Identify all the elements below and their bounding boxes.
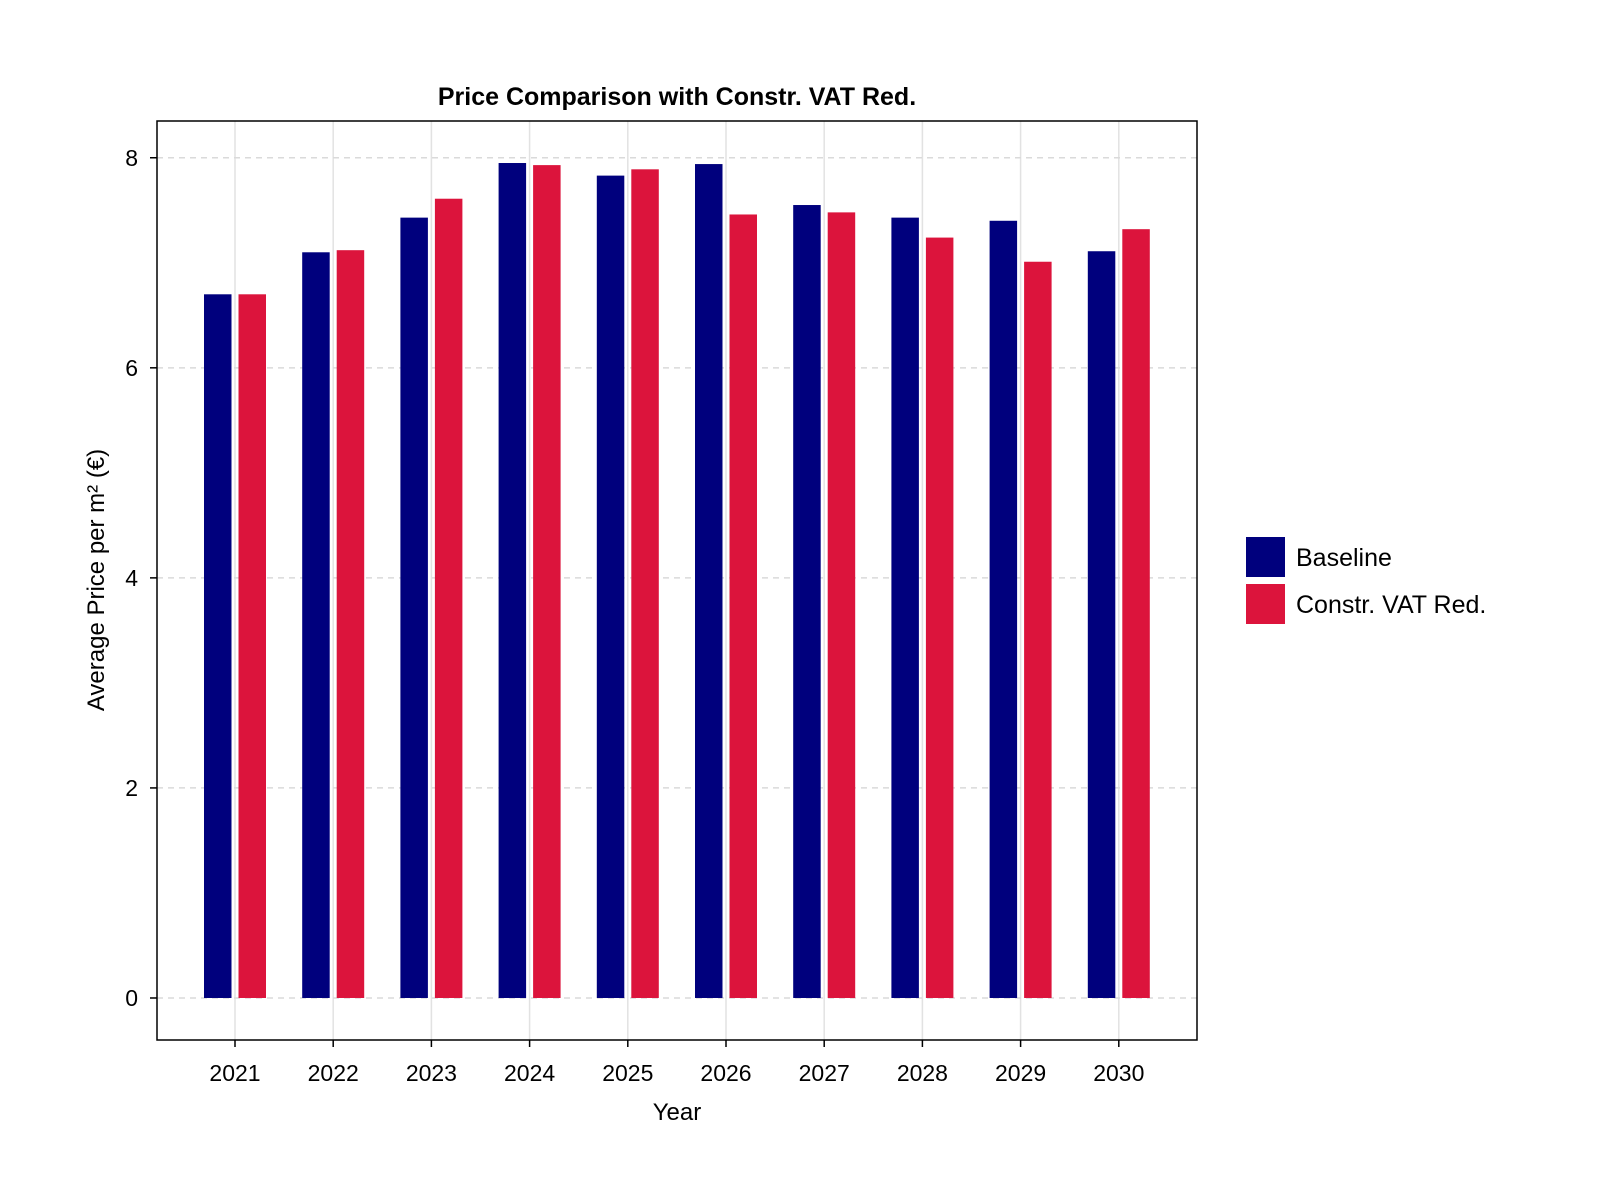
bar-constr-vat-red-2029 bbox=[1024, 261, 1052, 998]
bar-constr-vat-red-2023 bbox=[434, 198, 463, 998]
y-tick-label: 4 bbox=[125, 565, 138, 591]
axis-ticks: 2021 2022 2023 2024 2025 2026 2027 2028 2029 2030… bbox=[125, 145, 1144, 1086]
y-tick-label: 6 bbox=[125, 355, 138, 381]
bar-baseline-2024 bbox=[498, 163, 527, 998]
plot-frame bbox=[156, 120, 1198, 1041]
y-tick-label: 8 bbox=[125, 145, 138, 171]
x-tick-label: 2027 bbox=[799, 1060, 850, 1086]
legend-label: Baseline bbox=[1296, 544, 1392, 572]
x-tick-label: 2024 bbox=[504, 1060, 555, 1086]
bar-constr-vat-red-2028 bbox=[925, 237, 954, 998]
bar-baseline-2025 bbox=[596, 175, 625, 998]
bar-baseline-2030 bbox=[1087, 251, 1116, 998]
bar-baseline-2021 bbox=[204, 294, 232, 998]
bar-baseline-2026 bbox=[695, 164, 723, 998]
bar-constr-vat-red-2022 bbox=[336, 250, 365, 998]
bar-baseline-2028 bbox=[891, 217, 919, 998]
bars bbox=[204, 163, 1150, 998]
bar-constr-vat-red-2027 bbox=[827, 212, 856, 998]
x-tick-label: 2030 bbox=[1093, 1060, 1144, 1086]
bar-constr-vat-red-2026 bbox=[729, 214, 757, 998]
bar-baseline-2022 bbox=[302, 252, 330, 998]
bar-baseline-2027 bbox=[793, 205, 821, 998]
bar-baseline-2029 bbox=[989, 220, 1018, 998]
x-axis-label: Year bbox=[653, 1099, 702, 1126]
y-axis-label: Average Price per m² (€) bbox=[83, 449, 110, 711]
bar-constr-vat-red-2030 bbox=[1122, 229, 1150, 998]
x-tick-label: 2025 bbox=[602, 1060, 653, 1086]
legend-swatch bbox=[1246, 537, 1285, 577]
x-tick-label: 2023 bbox=[406, 1060, 457, 1086]
grid-lines bbox=[157, 121, 1197, 1040]
y-tick-label: 2 bbox=[125, 775, 138, 801]
chart-title: Price Comparison with Constr. VAT Red. bbox=[438, 83, 916, 111]
x-tick-label: 2029 bbox=[995, 1060, 1046, 1086]
x-tick-label: 2021 bbox=[209, 1060, 260, 1086]
x-tick-label: 2028 bbox=[897, 1060, 948, 1086]
y-tick-label: 0 bbox=[125, 985, 138, 1011]
bar-constr-vat-red-2021 bbox=[238, 294, 266, 998]
bar-constr-vat-red-2025 bbox=[631, 169, 659, 998]
legend-label: Constr. VAT Red. bbox=[1296, 591, 1486, 619]
legend-swatch bbox=[1246, 584, 1285, 624]
x-tick-label: 2022 bbox=[308, 1060, 359, 1086]
bar-baseline-2023 bbox=[400, 217, 428, 998]
legend: Baseline Constr. VAT Red. bbox=[1246, 537, 1486, 624]
x-tick-label: 2026 bbox=[700, 1060, 751, 1086]
bar-constr-vat-red-2024 bbox=[533, 165, 561, 998]
